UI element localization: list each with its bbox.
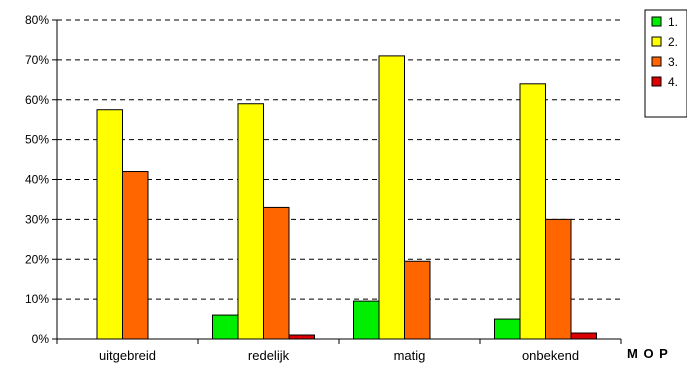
legend-label: 4.: [668, 75, 678, 89]
legend-label: 3.: [668, 55, 678, 69]
y-tick-label: 30%: [25, 212, 49, 226]
bar: [96, 109, 123, 340]
y-tick-label: 60%: [25, 93, 49, 107]
bar: [212, 314, 239, 340]
bar: [263, 206, 290, 340]
legend-swatch: [651, 76, 662, 87]
grid-lines: [57, 19, 621, 300]
y-tick-label: 40%: [25, 173, 49, 187]
legend-swatch: [651, 16, 662, 27]
x-tick-label: onbekend: [522, 348, 579, 363]
x-tick-label: redelijk: [248, 348, 290, 363]
bar: [570, 332, 597, 340]
bars: [96, 55, 597, 340]
legend-swatch: [651, 36, 662, 47]
bar: [404, 260, 431, 340]
bar: [353, 300, 380, 340]
corner-label: M O P: [627, 346, 669, 361]
y-axis: 0% 10% 20% 30% 40% 50% 60% 70% 80%: [25, 13, 58, 346]
legend-frame: [644, 9, 687, 118]
y-tick-label: 0%: [32, 332, 50, 346]
y-tick-label: 20%: [25, 252, 49, 266]
bar: [378, 55, 405, 340]
y-tick-label: 10%: [25, 292, 49, 306]
bar: [494, 318, 521, 340]
bar: [545, 218, 572, 340]
y-tick-label: 80%: [25, 13, 49, 27]
bar: [237, 103, 264, 340]
legend-label: 2.: [668, 35, 678, 49]
bar: [288, 334, 315, 340]
legend: 1. 2. 3. 4.: [644, 9, 687, 118]
y-tick-label: 50%: [25, 133, 49, 147]
x-tick-label: uitgebreid: [99, 348, 156, 363]
x-axis: uitgebreid redelijk matig onbekend: [56, 338, 622, 363]
bar: [122, 171, 149, 340]
y-tick-label: 70%: [25, 53, 49, 67]
legend-label: 1.: [668, 15, 678, 29]
legend-swatch: [651, 56, 662, 67]
bar: [519, 83, 546, 340]
x-tick-label: matig: [394, 348, 426, 363]
